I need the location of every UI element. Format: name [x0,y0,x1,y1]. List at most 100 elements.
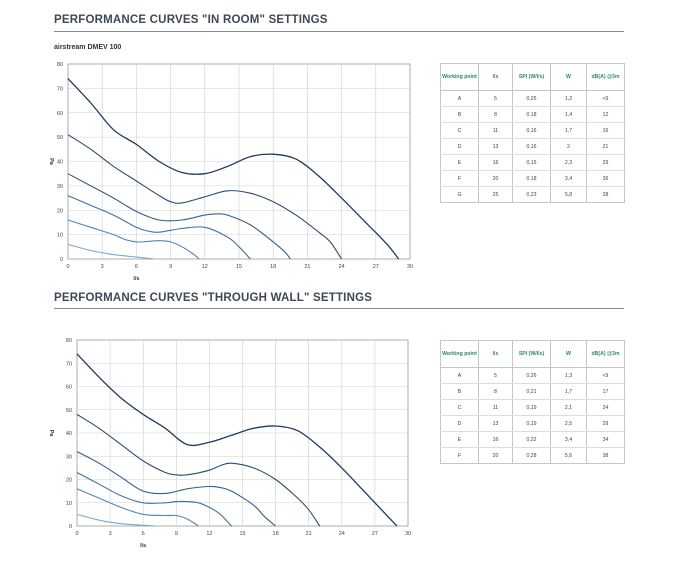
cell-flow: 25 [478,186,513,203]
header-spi: SPI (W/l/s) [512,63,551,91]
x-tick-label: 0 [66,264,69,270]
cell-sound: 29 [586,154,625,171]
cell-flow: 13 [478,415,513,432]
cell-spi: 0,22 [512,431,551,448]
cell-flow: 5 [478,90,513,107]
y-tick-label: 0 [69,524,72,530]
header-spi: SPI (W/l/s) [512,340,551,368]
model-name: airstream DMEV 100 [54,44,122,51]
x-tick-label: 15 [236,264,242,270]
cell-flow: 20 [478,170,513,187]
y-tick-label: 10 [66,501,72,507]
y-tick-label: 70 [66,361,72,367]
cell-watts: 1,7 [550,383,587,400]
cell-sound: 38 [586,186,625,203]
header-flow: l/s [478,63,513,91]
cell-sound: 12 [586,106,625,123]
cell-flow: 8 [478,106,513,123]
x-tick-label: 3 [109,531,112,537]
cell-working-point: D [440,415,479,432]
table-row: D 13 0,16 2 21 [440,138,625,155]
cell-flow: 16 [478,431,513,448]
x-tick-label: 6 [135,264,138,270]
x-tick-label: 30 [407,264,413,270]
series-line-3 [76,451,276,527]
y-tick-label: 60 [57,111,63,117]
cell-sound: 29 [586,415,625,432]
cell-working-point: F [440,170,479,187]
x-tick-label: 9 [169,264,172,270]
y-axis-label: Pa [48,158,54,166]
cell-spi: 0,21 [512,383,551,400]
y-tick-label: 30 [57,184,63,190]
cell-spi: 0,28 [512,447,551,464]
table-row: C 11 0,19 2,1 24 [440,399,625,416]
y-tick-label: 60 [66,385,72,391]
header-working-point: Working point [440,63,479,91]
table-header-row: Working point l/s SPI (W/l/s) W dB(A) @3… [440,340,625,368]
x-tick-label: 12 [202,264,208,270]
cell-spi: 0,23 [512,186,551,203]
series-line-1 [67,78,400,260]
table-row: A 5 0,26 1,3 <9 [440,367,625,384]
series-line-2 [67,134,343,260]
cell-watts: 5,6 [550,447,587,464]
cell-working-point: C [440,122,479,139]
cell-flow: 11 [478,399,513,416]
y-tick-label: 50 [66,408,72,414]
y-tick-label: 40 [57,160,63,166]
cell-watts: 1,4 [550,106,587,123]
y-tick-label: 70 [57,86,63,92]
cell-watts: 5,8 [550,186,587,203]
cell-spi: 0,19 [512,415,551,432]
cell-spi: 0,19 [512,399,551,416]
cell-watts: 3,4 [550,170,587,187]
y-tick-label: 30 [66,454,72,460]
y-tick-label: 0 [60,257,63,263]
cell-working-point: E [440,431,479,448]
table-row: E 16 0,15 2,3 29 [440,154,625,171]
table-row: F 20 0,18 3,4 36 [440,170,625,187]
table-row: C 11 0,16 1,7 16 [440,122,625,139]
cell-watts: 3,4 [550,431,587,448]
cell-working-point: D [440,138,479,155]
cell-spi: 0,16 [512,122,551,139]
series-line-3 [67,173,291,260]
cell-spi: 0,16 [512,138,551,155]
x-tick-label: 6 [142,531,145,537]
y-tick-label: 80 [66,338,72,344]
x-tick-label: 0 [75,531,78,537]
y-axis-label: Pa [48,430,54,438]
cell-sound: <9 [586,367,625,384]
x-tick-label: 27 [372,531,378,537]
cell-spi: 0,18 [512,170,551,187]
section-title-through-wall: PERFORMANCE CURVES "THROUGH WALL" SETTIN… [54,292,373,304]
y-tick-label: 10 [57,233,63,239]
cell-watts: 2,1 [550,399,587,416]
table-row: G 25 0,23 5,8 38 [440,186,625,203]
series-line-4 [67,195,251,260]
x-tick-label: 9 [175,531,178,537]
cell-watts: 2,5 [550,415,587,432]
cell-watts: 1,3 [550,367,587,384]
header-watts: W [550,63,587,91]
cell-sound: <9 [586,90,625,107]
x-tick-label: 24 [339,531,345,537]
cell-flow: 8 [478,383,513,400]
cell-working-point: G [440,186,479,203]
cell-flow: 5 [478,367,513,384]
header-sound: dB(A) @3m [586,340,625,368]
cell-flow: 13 [478,138,513,155]
cell-sound: 24 [586,399,625,416]
y-tick-label: 20 [57,208,63,214]
cell-working-point: A [440,367,479,384]
cell-spi: 0,25 [512,90,551,107]
header-working-point: Working point [440,340,479,368]
cell-sound: 17 [586,383,625,400]
table-row: B 8 0,18 1,4 12 [440,106,625,123]
x-axis-label: l/s [140,543,146,549]
performance-chart-through-wall: 0 3 6 9 12 15 18 21 24 27 30 0 10 20 30 40 50 60 70 80 l/s Pa [48,338,411,549]
cell-watts: 1,7 [550,122,587,139]
table-row: E 16 0,22 3,4 34 [440,431,625,448]
x-tick-label: 3 [101,264,104,270]
